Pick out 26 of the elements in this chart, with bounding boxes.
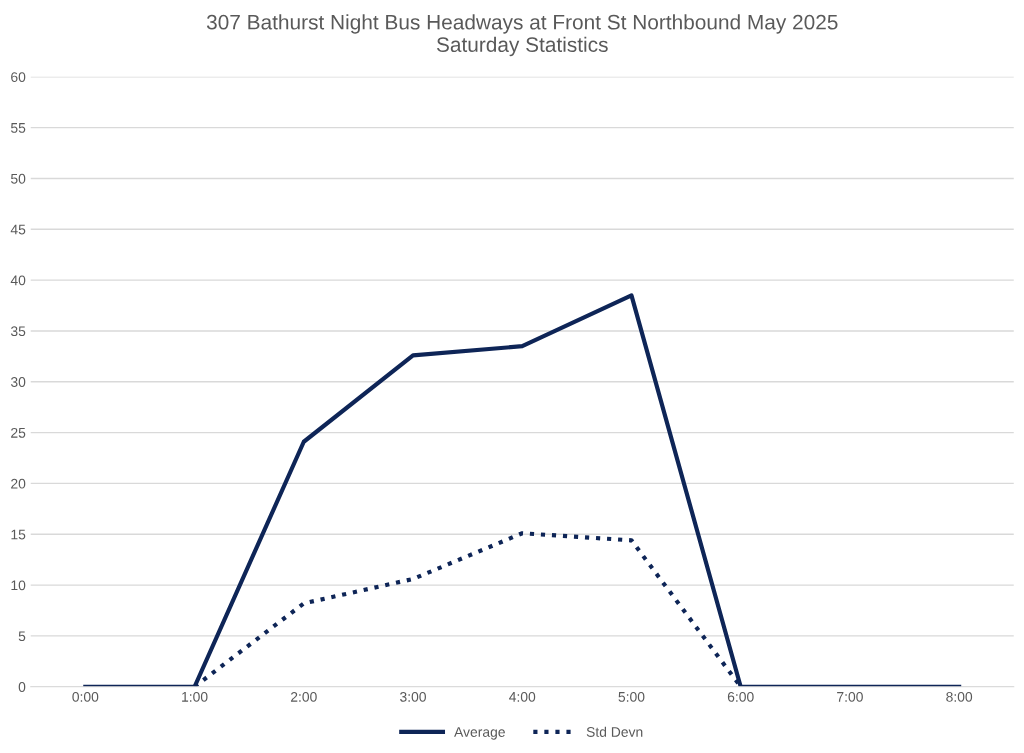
x-tick-label: 6:00	[727, 691, 754, 702]
x-tick-label: 7:00	[837, 691, 863, 702]
x-tick-label: 3:00	[400, 691, 426, 702]
x-tick-label: 2:00	[290, 691, 317, 702]
x-tick-label: 0:00	[72, 691, 99, 702]
x-tick-label: 4:00	[509, 691, 536, 702]
y-tick-label: 0	[18, 682, 26, 692]
y-tick-label: 55	[10, 123, 26, 133]
y-tick-label: 5	[18, 631, 26, 642]
x-tick-label: 1:00	[182, 691, 208, 702]
y-tick-label: 10	[11, 580, 26, 591]
y-tick-label: 20	[11, 478, 26, 489]
y-tick-label: 30	[10, 377, 26, 387]
y-tick-label: 45	[10, 224, 26, 235]
line-series	[83, 293, 962, 687]
y-tick-label: 35	[10, 326, 26, 337]
legend-label: Std Devn	[586, 726, 643, 737]
y-tick-label: 50	[10, 173, 26, 184]
y-tick-label: 60	[11, 72, 26, 82]
x-tick-label: 8:00	[946, 691, 973, 702]
x-tick-label: 5:00	[618, 691, 645, 702]
chart-title: 307 Bathurst Night Bus Headways at Front St Northbound May 2025 Saturday Statistics	[206, 14, 838, 57]
y-tick-label: 25	[11, 427, 26, 438]
legend-label: Average	[454, 727, 505, 740]
y-tick-label: 40	[10, 275, 26, 286]
y-tick-label: 15	[11, 529, 26, 540]
